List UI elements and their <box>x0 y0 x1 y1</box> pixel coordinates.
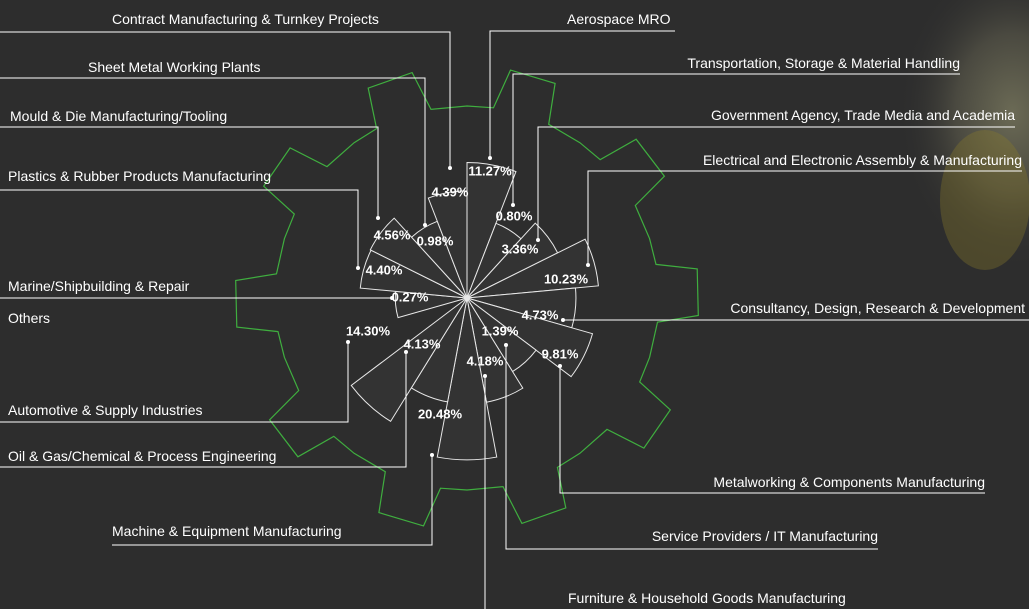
leader-dot <box>586 263 590 267</box>
value-label: 4.56% <box>374 227 411 242</box>
leader-dot <box>504 343 508 347</box>
leader-dot <box>430 453 434 457</box>
leader-dot <box>483 374 487 378</box>
value-label: 0.80% <box>496 208 533 223</box>
value-label: 0.98% <box>417 233 454 248</box>
value-label: 10.23% <box>544 271 589 286</box>
category-label: Mould & Die Manufacturing/Tooling <box>10 108 227 124</box>
leader-dot <box>423 223 427 227</box>
leader-dot <box>346 340 350 344</box>
category-label: Automotive & Supply Industries <box>8 402 203 418</box>
leader-dot <box>356 266 360 270</box>
leader-dot <box>511 203 515 207</box>
value-label: 11.27% <box>468 163 512 178</box>
category-label: Furniture & Household Goods Manufacturin… <box>568 590 846 606</box>
chart: Aerospace MRO 11.27% Transportation, Stora… <box>0 0 1029 609</box>
category-label: Consultancy, Design, Research & Developm… <box>730 300 1025 316</box>
value-label: 4.18% <box>467 353 504 368</box>
value-label: 4.39% <box>432 184 469 199</box>
leader-dot <box>376 216 380 220</box>
value-label: 20.48% <box>418 406 463 421</box>
category-label: Aerospace MRO <box>567 11 671 27</box>
category-label: Electrical and Electronic Assembly & Man… <box>703 152 1022 168</box>
leader-dot <box>558 364 562 368</box>
value-label: 0.27% <box>392 289 429 304</box>
category-label: Sheet Metal Working Plants <box>88 59 261 75</box>
leader-dot <box>561 318 565 322</box>
value-label: 14.30% <box>346 323 391 338</box>
category-label: Metalworking & Components Manufacturing <box>713 474 985 490</box>
category-label: Service Providers / IT Manufacturing <box>652 528 878 544</box>
robot-arm <box>940 130 1029 270</box>
category-label: Others <box>8 310 50 326</box>
category-label: Contract Manufacturing & Turnkey Project… <box>112 11 379 27</box>
category-label: Transportation, Storage & Material Handl… <box>687 55 960 71</box>
category-label: Marine/Shipbuilding & Repair <box>8 278 190 294</box>
leader-dot <box>488 156 492 160</box>
category-label: Machine & Equipment Manufacturing <box>112 523 342 539</box>
value-label: 4.13% <box>404 336 441 351</box>
value-label: 4.73% <box>522 307 559 322</box>
category-label: Government Agency, Trade Media and Acade… <box>711 107 1015 123</box>
value-label: 9.81% <box>542 346 579 361</box>
value-label: 4.40% <box>366 262 403 277</box>
leader-dot <box>448 166 452 170</box>
value-label: 1.39% <box>482 323 519 338</box>
value-label: 3.36% <box>502 241 539 256</box>
category-label: Plastics & Rubber Products Manufacturing <box>8 168 271 184</box>
category-label: Oil & Gas/Chemical & Process Engineering <box>8 448 276 464</box>
